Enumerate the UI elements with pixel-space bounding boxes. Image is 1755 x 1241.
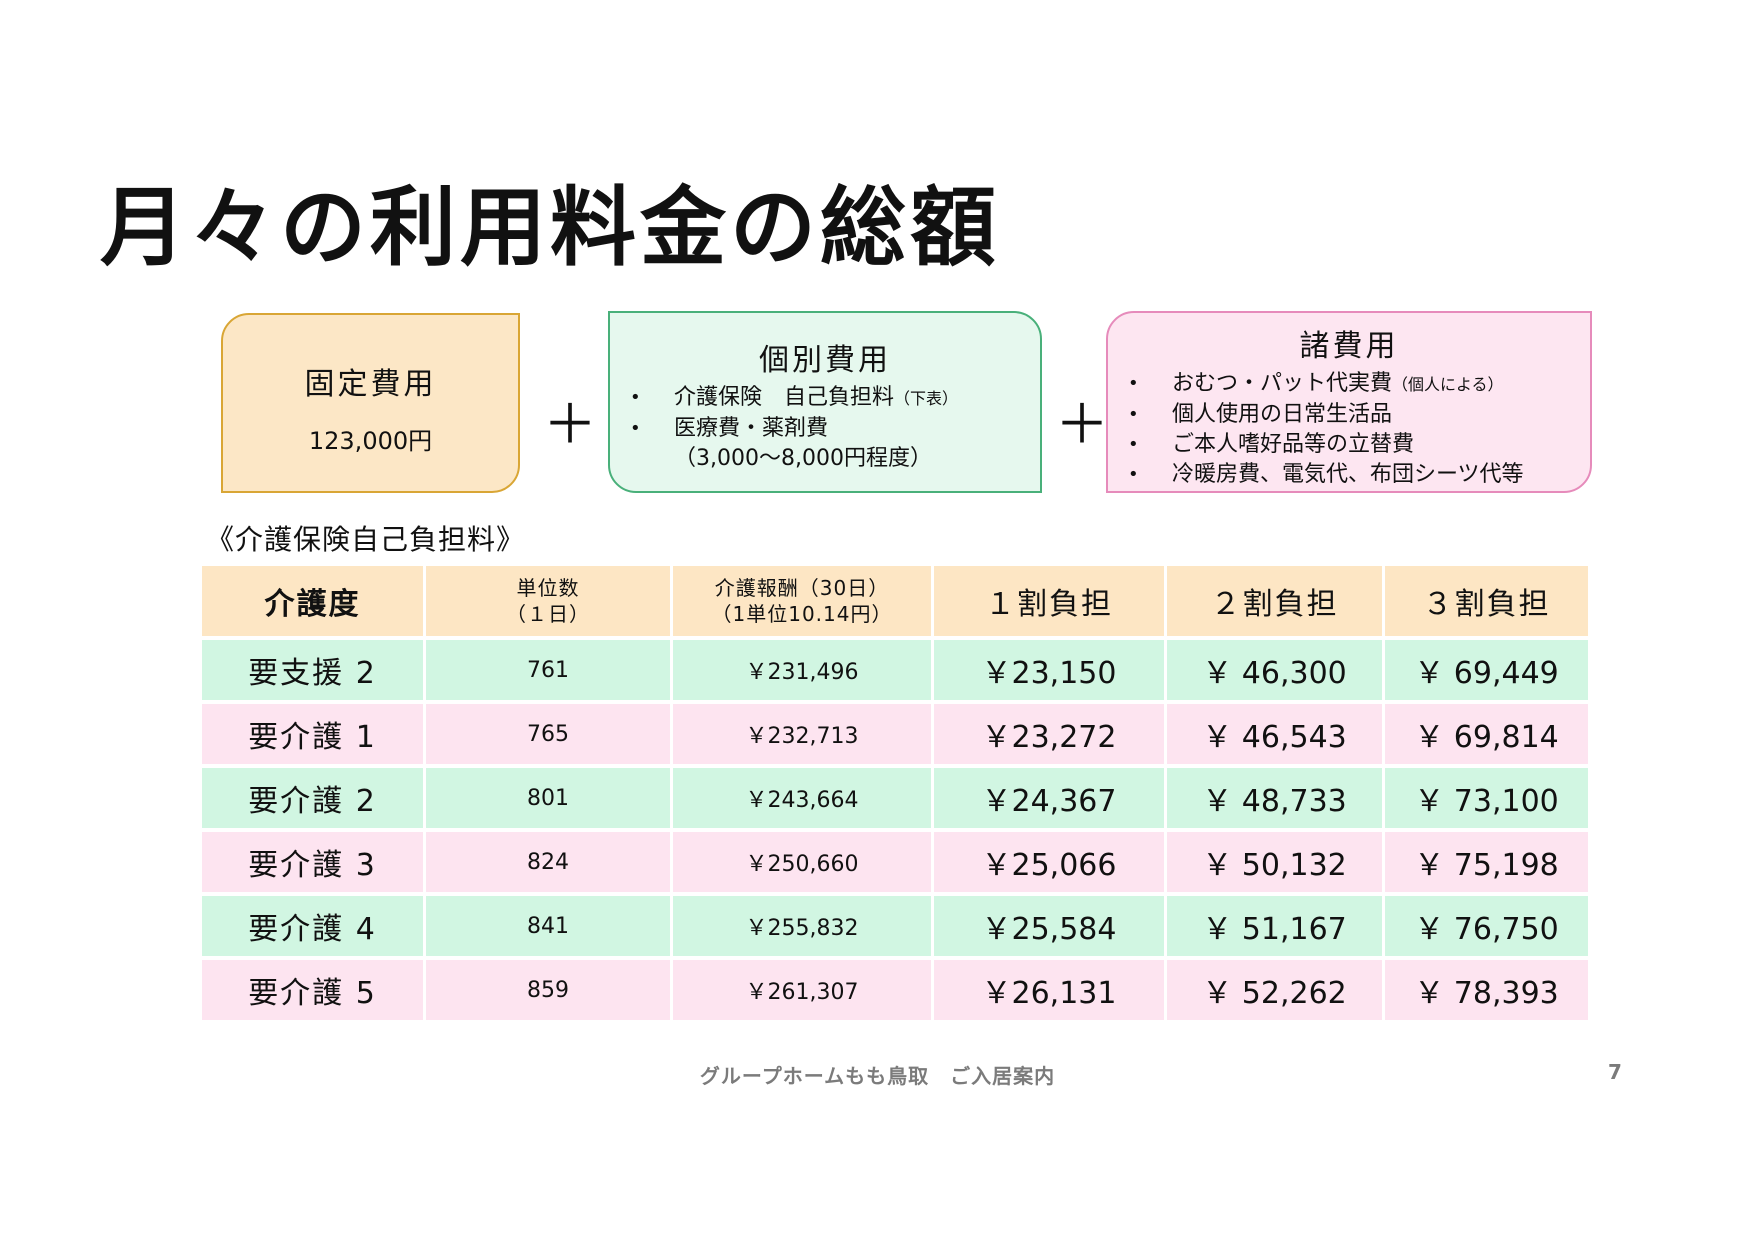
individual-cost-box: 個別費用 介護保険 自己負担料（下表） 医療費・薬剤費 （3,000～8,000… — [608, 311, 1042, 493]
cell-level: 要介護 4 — [199, 894, 426, 960]
section-subheading: 《介護保険自己負担料》 — [206, 523, 526, 556]
misc-cost-heading: 諸費用 — [1299, 329, 1399, 364]
list-item-continuation: （3,000～8,000円程度） — [674, 446, 932, 471]
header-cell: ２割負担 — [1164, 566, 1385, 640]
table-row: 要介護 2 801 ￥243,664 ￥24,367 ￥ 48,733 ￥ 73… — [199, 766, 1591, 832]
cell-rate2: ￥ 48,733 — [1164, 766, 1385, 832]
cell-units: 841 — [423, 894, 673, 960]
page-number: 7 — [1608, 1060, 1622, 1084]
fee-table: 介護度 単位数 （１日） 介護報酬（30日） （1単位10.14円） １割負担 ２割… — [199, 566, 1591, 1024]
cell-units: 765 — [423, 702, 673, 768]
list-item: 個人使用の日常生活品 — [1108, 400, 1590, 430]
cell-rate2: ￥ 50,132 — [1164, 830, 1385, 896]
cell-level: 要介護 2 — [199, 766, 426, 832]
cell-rate1: ￥25,584 — [931, 894, 1167, 960]
table-row: 要介護 1 765 ￥232,713 ￥23,272 ￥ 46,543 ￥ 69… — [199, 702, 1591, 768]
individual-cost-heading: 個別費用 — [759, 343, 891, 378]
cell-level: 要介護 3 — [199, 830, 426, 896]
table-header-row: 介護度 単位数 （１日） 介護報酬（30日） （1単位10.14円） １割負担 ２割… — [199, 566, 1591, 640]
footer-text: グループホームもも鳥取 ご入居案内 — [699, 1064, 1056, 1088]
cell-rate3: ￥ 78,393 — [1382, 958, 1591, 1024]
cell-units: 761 — [423, 638, 673, 704]
cell-level: 要介護 1 — [199, 702, 426, 768]
misc-cost-list: おむつ・パット代実費（個人による） 個人使用の日常生活品 ご本人嗜好品等の立替費… — [1108, 369, 1590, 490]
header-cell: ３割負担 — [1382, 566, 1591, 640]
cell-rate1: ￥23,272 — [931, 702, 1167, 768]
cell-reward: ￥243,664 — [670, 766, 934, 832]
cell-level: 要支援 2 — [199, 638, 426, 704]
plus-sign: ＋ — [543, 393, 597, 456]
table-row: 要介護 3 824 ￥250,660 ￥25,066 ￥ 50,132 ￥ 75… — [199, 830, 1591, 896]
cell-rate2: ￥ 52,262 — [1164, 958, 1385, 1024]
table-row: 要支援 2 761 ￥231,496 ￥23,150 ￥ 46,300 ￥ 69… — [199, 638, 1591, 704]
fixed-cost-amount: 123,000円 — [308, 427, 433, 455]
cell-level: 要介護 5 — [199, 958, 426, 1024]
header-cell: 単位数 （１日） — [423, 566, 673, 640]
cell-reward: ￥250,660 — [670, 830, 934, 896]
page-title: 月々の利用料金の総額 — [100, 178, 1000, 278]
cell-units: 801 — [423, 766, 673, 832]
cell-rate3: ￥ 76,750 — [1382, 894, 1591, 960]
individual-cost-list: 介護保険 自己負担料（下表） 医療費・薬剤費 （3,000～8,000円程度） — [610, 383, 1040, 474]
cell-reward: ￥261,307 — [670, 958, 934, 1024]
cell-rate1: ￥23,150 — [931, 638, 1167, 704]
cell-rate1: ￥26,131 — [931, 958, 1167, 1024]
table-row: 要介護 5 859 ￥261,307 ￥26,131 ￥ 52,262 ￥ 78… — [199, 958, 1591, 1024]
cell-rate3: ￥ 75,198 — [1382, 830, 1591, 896]
cell-reward: ￥232,713 — [670, 702, 934, 768]
cell-rate1: ￥25,066 — [931, 830, 1167, 896]
fixed-cost-heading: 固定費用 — [304, 367, 437, 402]
cell-rate2: ￥ 51,167 — [1164, 894, 1385, 960]
cell-units: 859 — [423, 958, 673, 1024]
list-item: 冷暖房費、電気代、布団シーツ代等 — [1108, 460, 1590, 490]
list-item: ご本人嗜好品等の立替費 — [1108, 430, 1590, 460]
table-row: 要介護 4 841 ￥255,832 ￥25,584 ￥ 51,167 ￥ 76… — [199, 894, 1591, 960]
fixed-cost-box: 固定費用 123,000円 — [221, 313, 520, 493]
cell-units: 824 — [423, 830, 673, 896]
cell-rate2: ￥ 46,543 — [1164, 702, 1385, 768]
header-cell: １割負担 — [931, 566, 1167, 640]
cell-reward: ￥231,496 — [670, 638, 934, 704]
list-item: 医療費・薬剤費 — [610, 414, 1040, 444]
cell-rate3: ￥ 73,100 — [1382, 766, 1591, 832]
cell-rate2: ￥ 46,300 — [1164, 638, 1385, 704]
header-cell: 介護度 — [199, 566, 426, 640]
misc-cost-box: 諸費用 おむつ・パット代実費（個人による） 個人使用の日常生活品 ご本人嗜好品等… — [1106, 311, 1592, 493]
plus-sign: ＋ — [1055, 393, 1109, 456]
cell-reward: ￥255,832 — [670, 894, 934, 960]
list-item: おむつ・パット代実費（個人による） — [1108, 369, 1590, 400]
cell-rate3: ￥ 69,814 — [1382, 702, 1591, 768]
cell-rate1: ￥24,367 — [931, 766, 1167, 832]
header-cell: 介護報酬（30日） （1単位10.14円） — [670, 566, 934, 640]
list-item: 介護保険 自己負担料（下表） — [610, 383, 1040, 414]
cell-rate3: ￥ 69,449 — [1382, 638, 1591, 704]
